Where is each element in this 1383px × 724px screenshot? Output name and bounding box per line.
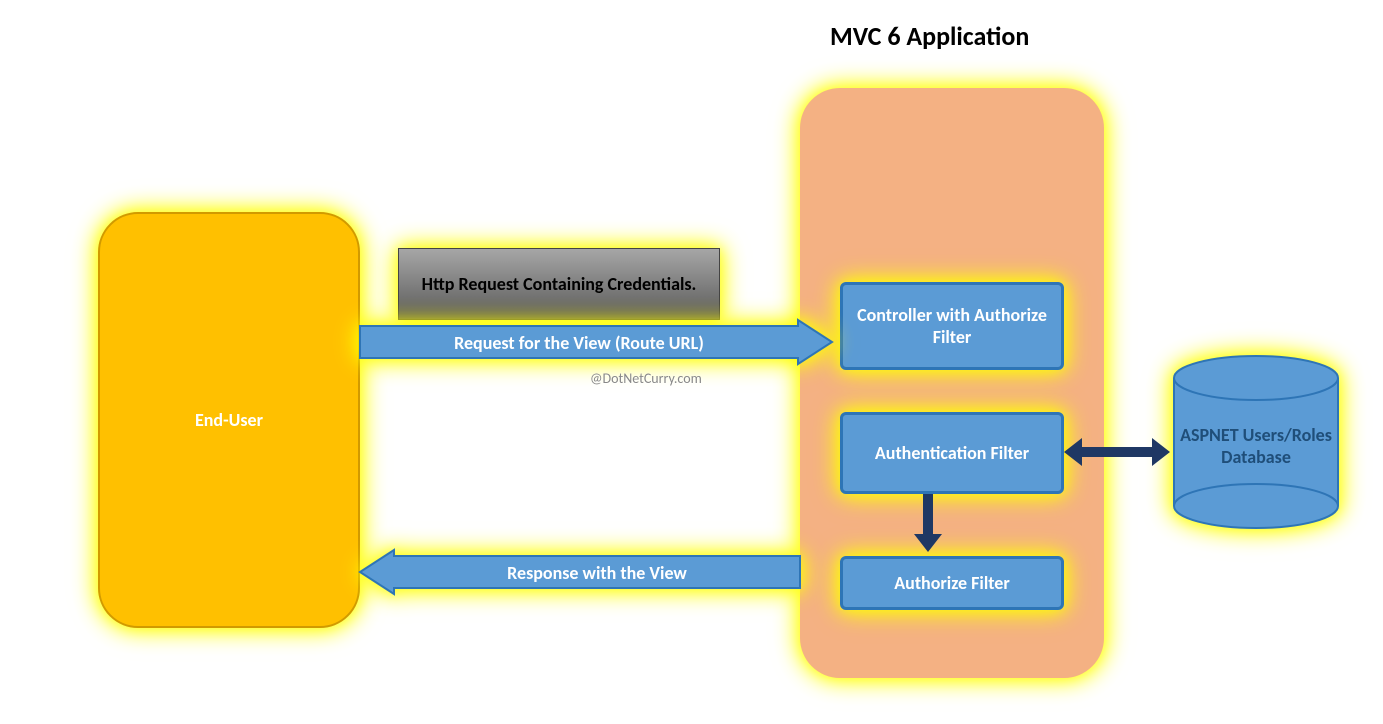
controller-label: Controller with Authorize Filter: [843, 304, 1061, 348]
authorize-filter-box: Authorize Filter: [840, 556, 1064, 610]
request-arrow: [360, 320, 832, 364]
diagram-title: MVC 6 Application: [830, 20, 1029, 52]
end-user-label: End-User: [195, 409, 263, 431]
bidirectional-arrow: [1064, 434, 1170, 470]
watermark: @DotNetCurry.com: [590, 370, 702, 387]
authentication-filter-label: Authentication Filter: [867, 442, 1037, 464]
end-user-node: End-User: [98, 212, 360, 628]
database-label: ASPNET Users/Roles Database: [1172, 424, 1340, 468]
down-arrow: [910, 494, 946, 552]
http-request-label: Http Request Containing Credentials.: [412, 273, 707, 295]
controller-box: Controller with Authorize Filter: [840, 282, 1064, 370]
database-label-wrap: ASPNET Users/Roles Database: [1172, 386, 1340, 506]
authentication-filter-box: Authentication Filter: [840, 412, 1064, 494]
http-request-box: Http Request Containing Credentials.: [398, 248, 720, 320]
response-arrow: [360, 550, 800, 594]
authorize-filter-label: Authorize Filter: [886, 572, 1018, 594]
